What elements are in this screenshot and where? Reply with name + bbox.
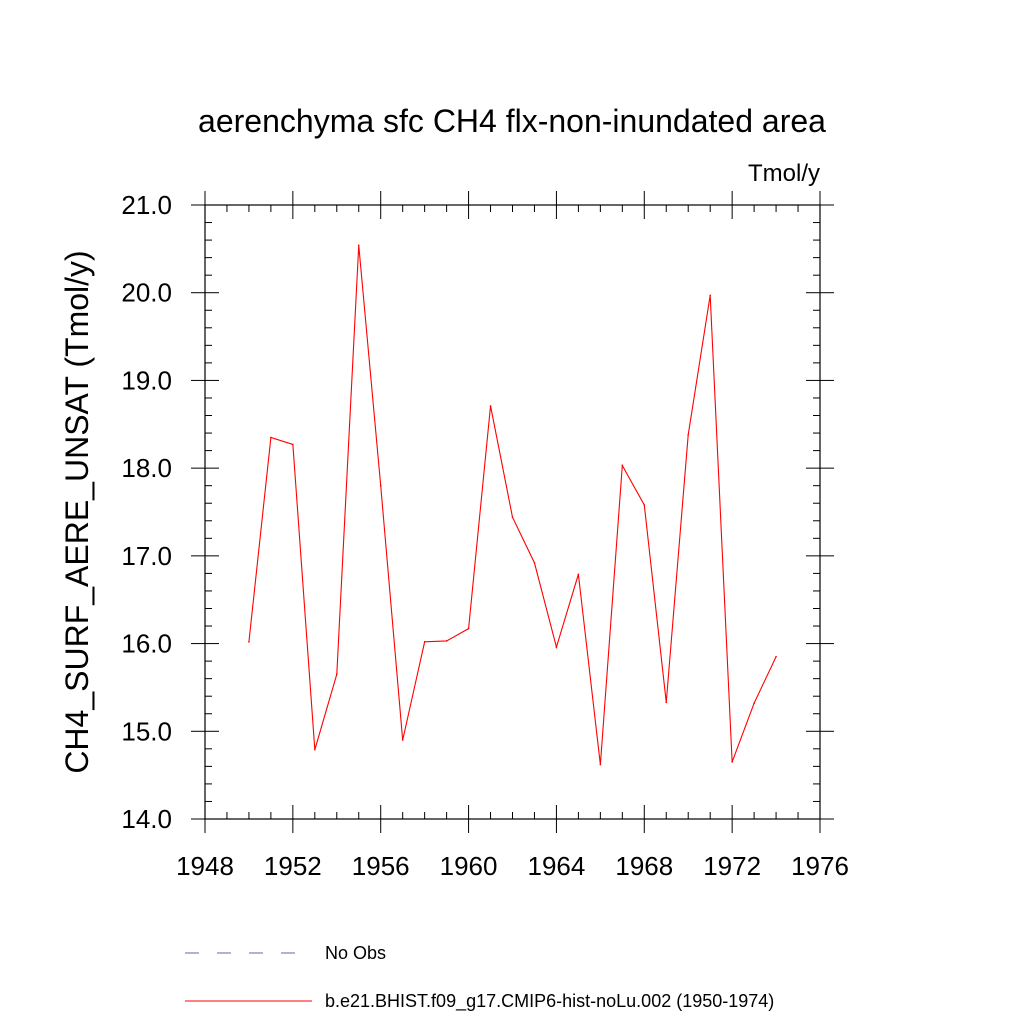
y-tick-label: 18.0: [121, 453, 172, 483]
data-point: [599, 763, 602, 766]
data-point: [379, 484, 382, 487]
axis-ticks: [191, 191, 834, 833]
x-tick-label: 1972: [703, 851, 761, 881]
legend-item-series: b.e21.BHIST.f09_g17.CMIP6-hist-noLu.002 …: [185, 991, 774, 1012]
y-tick-label: 21.0: [121, 190, 172, 220]
y-tick-label: 17.0: [121, 541, 172, 571]
x-tick-label: 1964: [528, 851, 586, 881]
data-point: [643, 504, 646, 506]
data-point: [511, 516, 514, 519]
data-point: [687, 434, 690, 436]
chart-title: aerenchyma sfc CH4 flx-non-inundated are…: [198, 103, 826, 139]
legend-label-series: b.e21.BHIST.f09_g17.CMIP6-hist-noLu.002 …: [325, 991, 774, 1012]
x-tick-label: 1960: [440, 851, 498, 881]
data-point: [621, 464, 624, 467]
data-point: [270, 436, 272, 439]
y-tick-label: 14.0: [121, 804, 172, 834]
data-point: [314, 748, 316, 751]
legend: No Obs b.e21.BHIST.f09_g17.CMIP6-hist-no…: [185, 943, 774, 1012]
y-axis-label: CH4_SURF_AERE_UNSAT (Tmol/y): [59, 250, 95, 773]
series-layer: [248, 244, 777, 766]
x-tick-label: 1948: [176, 851, 234, 881]
data-point: [489, 405, 492, 407]
data-point: [753, 702, 755, 705]
data-point: [335, 673, 338, 676]
legend-label-no-obs: No Obs: [325, 943, 386, 963]
data-point: [533, 562, 536, 564]
x-tick-label: 1952: [264, 851, 322, 881]
y-tick-label: 15.0: [121, 716, 172, 746]
data-point: [401, 739, 404, 741]
series-line: [248, 245, 777, 765]
data-point: [775, 655, 777, 658]
y-tick-label: 20.0: [121, 278, 172, 308]
plot-frame: [204, 204, 821, 820]
y-tick-label: 19.0: [121, 365, 172, 395]
y-tick-label: 16.0: [121, 629, 172, 659]
tick-labels: 1948 1952 1956 1960 1964 1968 1972 1976 14.0 15.0…: [121, 190, 849, 881]
data-point: [665, 701, 668, 704]
data-point: [467, 627, 470, 630]
data-point: [423, 641, 426, 643]
units-label: Tmol/y: [748, 160, 820, 187]
data-point: [445, 640, 448, 642]
legend-item-no-obs: No Obs: [185, 943, 386, 963]
x-tick-label: 1976: [791, 851, 849, 881]
data-point: [357, 244, 360, 247]
x-tick-label: 1956: [352, 851, 410, 881]
data-point: [709, 294, 711, 297]
data-point: [731, 761, 733, 763]
data-point: [292, 443, 294, 446]
data-point: [248, 641, 250, 643]
x-tick-label: 1968: [615, 851, 673, 881]
data-point: [555, 646, 558, 648]
data-point: [577, 573, 580, 576]
